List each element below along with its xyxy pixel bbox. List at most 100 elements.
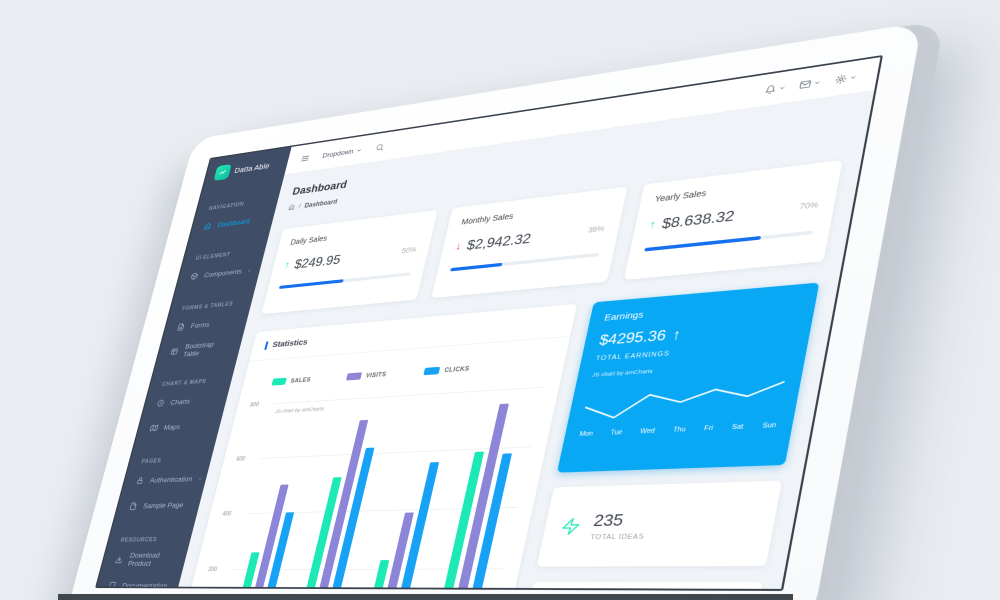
box-icon [190, 272, 199, 280]
legend-swatch [271, 377, 287, 386]
bar-group-2 [297, 419, 381, 589]
chevron-down-icon [356, 147, 363, 153]
sidebar-item-sample-page[interactable]: Sample Page [115, 491, 203, 519]
bar-sales [364, 560, 390, 589]
progress-bar [643, 230, 814, 252]
logo-icon [213, 164, 232, 181]
legend-label: CLICKS [443, 364, 471, 374]
card-title: Monthly Sales [460, 211, 515, 227]
bar-groups [218, 382, 545, 589]
weekday-label: Tue [609, 428, 624, 437]
sidebar-item-authentication[interactable]: Authentication › [122, 465, 210, 494]
partial-card [514, 581, 763, 589]
brand-name: Datta Able [233, 161, 271, 175]
weekday-label: Sat [731, 422, 744, 432]
search-icon[interactable] [375, 142, 386, 152]
statistics-title: Statistics [271, 337, 309, 350]
weekday-label: Mon [578, 429, 594, 438]
sidebar-section-label: PAGES [140, 457, 162, 465]
progress-bar [450, 252, 600, 272]
mail-icon [799, 79, 812, 90]
weekday-label: Fri [703, 424, 714, 433]
y-axis-tick: 600 [235, 455, 246, 463]
sidebar-item-label: Bootstrap Table [182, 340, 215, 359]
y-axis-tick: 800 [249, 401, 260, 409]
trend-up-icon: ↑ [671, 326, 683, 344]
laptop-mockup: Datta Able NAVIGATION Dashboard UI ELEMENT… [66, 19, 945, 600]
ideas-count: 235 [592, 510, 626, 530]
sidebar-item-label: Forms [189, 320, 211, 330]
chevron-down-icon [813, 79, 821, 86]
lightning-icon [559, 517, 583, 536]
legend-label: VISITS [365, 370, 388, 379]
notifications-menu[interactable] [764, 82, 787, 94]
weekday-label: Sun [761, 421, 777, 430]
file-icon [129, 502, 138, 510]
download-icon [115, 555, 124, 563]
chevron-right-icon: › [247, 265, 252, 274]
ideas-label: TOTAL IDEAS [589, 532, 645, 542]
sidebar-item-label: Dashboard [216, 216, 251, 229]
sidebar-item-label: Authentication [149, 474, 194, 485]
device-bottom-edge [58, 594, 793, 600]
line-chart [581, 369, 787, 430]
card-value: $2,942.32 [465, 231, 533, 254]
earnings-value: $4295.36 [597, 327, 668, 349]
home-icon[interactable] [288, 204, 296, 211]
legend-item-clicks[interactable]: CLICKS [423, 365, 470, 376]
lock-icon [136, 476, 145, 484]
sidebar-item-label: Download Product [127, 550, 161, 568]
progress-bar [278, 272, 411, 289]
gear-icon [834, 73, 847, 84]
topbar-dropdown-label: Dropdown [321, 147, 355, 160]
messages-menu[interactable] [799, 77, 822, 90]
legend-item-visits[interactable]: VISITS [345, 370, 388, 381]
menu-toggle-icon[interactable] [300, 154, 310, 163]
breadcrumb-current[interactable]: Dashboard [303, 197, 339, 210]
bar-group-4 [434, 403, 524, 589]
file-text-icon [176, 323, 185, 331]
pie-chart-icon [156, 399, 165, 407]
card-title: Daily Sales [289, 233, 329, 247]
weekday-label: Wed [639, 427, 656, 436]
y-axis-tick: 400 [221, 510, 232, 518]
legend-label: SALES [289, 376, 312, 385]
sidebar-section-label: RESOURCES [119, 536, 158, 544]
trend-up-icon: ↑ [283, 259, 291, 272]
bell-icon [764, 84, 777, 95]
sidebar-item-label: Components [203, 266, 243, 279]
legend-swatch [345, 372, 362, 381]
trend-down-icon: ↓ [454, 240, 463, 253]
chart-legend: SALES VISITS CLICKS [271, 358, 565, 386]
sidebar-item-download-product[interactable]: Download Product [101, 546, 189, 573]
sidebar-item-label: Charts [169, 397, 192, 407]
sidebar-item-label: Sample Page [142, 500, 185, 510]
card-value: $8.638.32 [660, 208, 736, 232]
bar-chart: JS chart by amCharts 800 600 400 200 [192, 382, 545, 589]
bar-group-3 [364, 462, 440, 589]
legend-swatch [423, 366, 441, 376]
card-percent: 50% [400, 245, 418, 255]
home-icon [203, 222, 212, 230]
chevron-down-icon [778, 84, 786, 91]
earnings-card: Earnings $4295.36 ↑ TOTAL EARNINGS JS cha… [557, 282, 820, 473]
card-value: $249.95 [292, 252, 343, 272]
chevron-down-icon [849, 74, 857, 81]
card-percent: 70% [798, 199, 820, 212]
breadcrumb-separator: / [297, 202, 302, 210]
sidebar-item-label: Maps [163, 422, 182, 432]
y-axis-tick: 200 [207, 566, 218, 573]
table-icon [170, 347, 179, 355]
accent-bar [264, 341, 269, 350]
legend-item-sales[interactable]: SALES [271, 376, 312, 386]
topbar-dropdown[interactable]: Dropdown [322, 146, 363, 159]
chevron-right-icon: › [197, 474, 203, 483]
trend-up-icon: ↑ [648, 218, 657, 232]
map-icon [149, 424, 158, 432]
card-percent: 36% [587, 223, 606, 235]
bar-group-1 [233, 484, 301, 589]
settings-menu[interactable] [834, 72, 857, 85]
total-ideas-card: 235 TOTAL IDEAS [536, 480, 782, 567]
topbar-right-icons [764, 72, 858, 95]
